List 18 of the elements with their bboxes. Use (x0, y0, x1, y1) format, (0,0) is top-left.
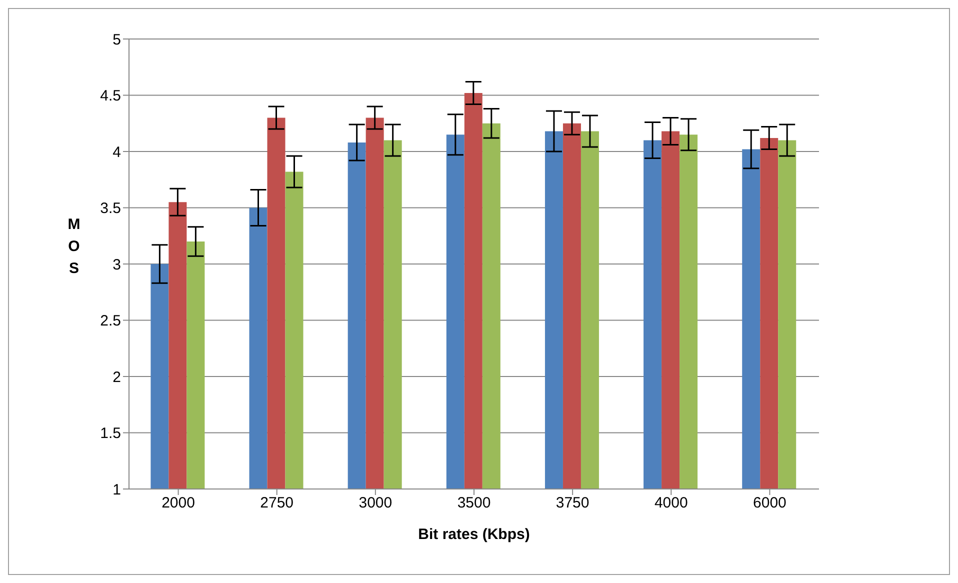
y-tick-label: 3.5 (100, 200, 121, 218)
x-tick-label: 3000 (358, 494, 392, 512)
y-tick-label: 4 (112, 144, 121, 161)
x-tick-label: 2000 (162, 494, 195, 512)
x-tick-label: 3750 (556, 494, 590, 512)
x-tick-label: 2750 (260, 494, 294, 512)
x-tick-label: 6000 (753, 494, 786, 512)
y-tick-label: 1.5 (100, 425, 121, 442)
y-tick-label: 2.5 (100, 312, 121, 330)
y-tick-label: 5 (112, 31, 121, 48)
y-tick-label: 1 (112, 481, 121, 498)
x-tick-label: 3500 (457, 494, 491, 512)
y-tick-label: 3 (112, 256, 121, 274)
x-tick-label: 4000 (654, 494, 688, 512)
y-tick-label: 4.5 (100, 88, 121, 105)
y-axis-title: MOS (66, 215, 82, 279)
y-tick-label: 2 (112, 368, 121, 386)
x-axis-title: Bit rates (Kbps) (418, 526, 530, 543)
